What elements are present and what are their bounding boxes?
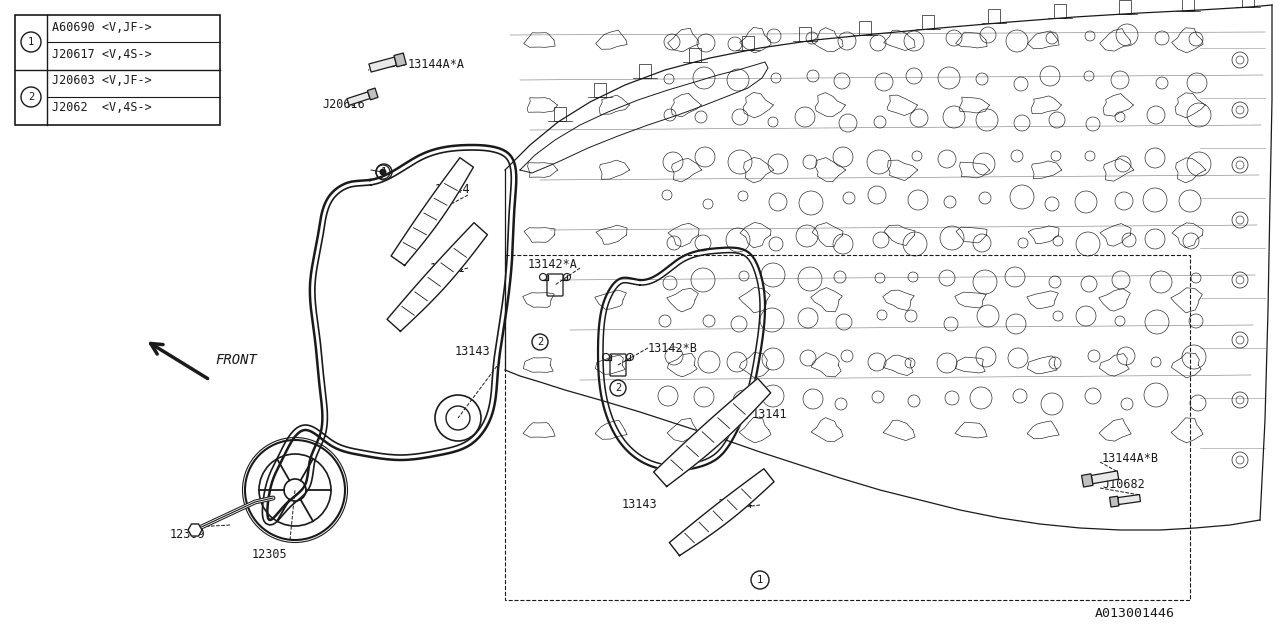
Polygon shape [387, 223, 488, 332]
Text: 13144A*B: 13144A*B [1102, 452, 1158, 465]
Text: J20617 <V,4S->: J20617 <V,4S-> [52, 48, 152, 61]
Text: 13142*B: 13142*B [648, 342, 698, 355]
Bar [859, 21, 870, 35]
Text: 2: 2 [614, 383, 621, 393]
Polygon shape [1092, 471, 1119, 484]
Text: 1: 1 [28, 37, 35, 47]
Text: 13141: 13141 [753, 408, 787, 421]
Text: J20603 <V,JF->: J20603 <V,JF-> [52, 74, 152, 87]
Polygon shape [188, 524, 202, 536]
Polygon shape [1117, 495, 1140, 504]
Bar [15, 15, 220, 125]
Text: 2: 2 [536, 337, 543, 347]
Polygon shape [367, 88, 378, 100]
Text: 12369: 12369 [170, 528, 206, 541]
Bar [594, 83, 605, 97]
Text: 13144: 13144 [718, 498, 754, 511]
Text: 12305: 12305 [252, 548, 288, 561]
Bar [1053, 4, 1066, 18]
Text: 13143: 13143 [622, 498, 658, 511]
Polygon shape [394, 53, 406, 67]
Text: J20616: J20616 [323, 98, 365, 111]
Bar [554, 107, 566, 121]
Text: 2: 2 [28, 92, 35, 102]
Polygon shape [369, 57, 397, 72]
Text: J10682: J10682 [1102, 478, 1144, 491]
Bar [639, 63, 652, 77]
Bar [1242, 0, 1254, 7]
Text: FRONT: FRONT [215, 353, 257, 367]
Bar [988, 10, 1000, 24]
Text: 13142*A: 13142*A [529, 258, 577, 271]
Bar [799, 28, 812, 42]
Bar [1181, 0, 1194, 11]
Polygon shape [347, 92, 370, 106]
Polygon shape [1110, 496, 1119, 507]
Bar [742, 36, 754, 51]
Polygon shape [1082, 474, 1093, 487]
Bar [689, 48, 701, 62]
Text: 1: 1 [756, 575, 763, 585]
Bar [506, 255, 1190, 600]
Text: A013001446: A013001446 [1094, 607, 1175, 620]
Text: A60690 <V,JF->: A60690 <V,JF-> [52, 21, 152, 34]
Text: 13144: 13144 [435, 183, 471, 196]
Text: 1: 1 [381, 167, 387, 177]
Text: 13141: 13141 [430, 262, 466, 275]
Bar [922, 15, 934, 29]
Circle shape [379, 168, 387, 175]
Polygon shape [392, 157, 474, 266]
Text: J2062  <V,4S->: J2062 <V,4S-> [52, 101, 152, 114]
Bar [1119, 0, 1132, 14]
Text: 13144A*A: 13144A*A [408, 58, 465, 71]
Polygon shape [669, 468, 774, 556]
Polygon shape [654, 378, 771, 486]
Text: 13143: 13143 [454, 345, 490, 358]
